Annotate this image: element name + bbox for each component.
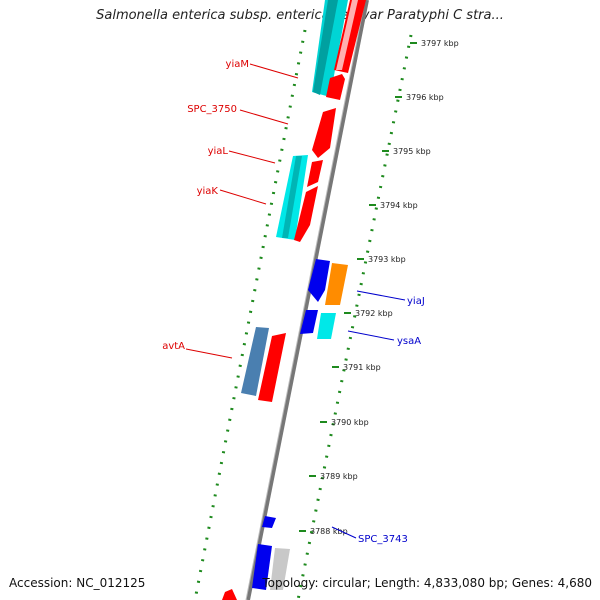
gene-label-yiak[interactable]: yiaK (197, 186, 219, 197)
tick-label: 3791 kbp (343, 363, 381, 372)
gene-label-yiam[interactable]: yiaM (226, 59, 249, 70)
gene-cds-red-arrow[interactable] (326, 74, 345, 100)
tick-label: 3794 kbp (380, 201, 418, 210)
tick-label: 3789 kbp (320, 472, 358, 481)
gene-cds-red-light[interactable] (336, 0, 358, 70)
gene-cds-ysaA-cyan[interactable] (317, 313, 336, 339)
tick-label: 3797 kbp (421, 39, 459, 48)
gene-label-ysaa[interactable]: ysaA (397, 336, 421, 347)
tick-labels: 3797 kbp 3796 kbp 3795 kbp 3794 kbp 3793 kbp… (299, 39, 459, 536)
gene-cds-yiaJ-orange[interactable] (325, 263, 348, 305)
map-title: Salmonella enterica subsp. enterica sero… (96, 8, 504, 23)
genome-backbone (246, 0, 369, 600)
tick-label: 3788 kbp (310, 527, 348, 536)
gene-label-spc-3743[interactable]: SPC_3743 (358, 534, 408, 545)
gene-label-spc-3750[interactable]: SPC_3750 (187, 104, 237, 115)
gene-cds-yiaK-red[interactable] (294, 186, 318, 242)
gene-cds-spc3743-blue[interactable] (252, 544, 272, 590)
tick-label: 3790 kbp (331, 418, 369, 427)
tick-label: 3792 kbp (355, 309, 393, 318)
genome-stats: Topology: circular; Length: 4,833,080 bp… (262, 576, 592, 590)
tick-label: 3796 kbp (406, 93, 444, 102)
gene-cds-bottom-red[interactable] (222, 589, 237, 600)
tick-label: 3795 kbp (393, 147, 431, 156)
gene-cds-yiaL[interactable] (307, 160, 323, 187)
gene-features[interactable] (222, 0, 366, 600)
left-dotted-track (193, 29, 307, 600)
gene-label-avta[interactable]: avtA (162, 341, 185, 352)
accession-text: Accession: NC_012125 (9, 576, 146, 590)
gene-label-yiaj[interactable]: yiaJ (407, 296, 425, 307)
gene-cds-avtA-red[interactable] (258, 333, 286, 402)
label-leaders (185, 63, 406, 539)
gene-labels: yiaM SPC_3750 yiaL yiaK avtA yiaJ ysaA SPC_3743 (162, 59, 425, 545)
genome-backbone-highlight (245, 0, 366, 600)
gene-label-yial[interactable]: yiaL (208, 146, 229, 157)
tick-label: 3793 kbp (368, 255, 406, 264)
gene-cds-ysaA-blue[interactable] (300, 310, 318, 334)
gene-cds-spc3743-grey[interactable] (270, 548, 290, 590)
gene-cds-yiaK-cyan-shade[interactable] (282, 156, 302, 238)
gene-cds-spc3743-small[interactable] (262, 516, 276, 528)
gene-cds-cyan-shade[interactable] (313, 0, 338, 95)
gene-cds-spc3750[interactable] (312, 108, 336, 158)
gene-cds-yiaJ-blue[interactable] (308, 259, 330, 302)
gene-cds-avtA-steel[interactable] (241, 327, 269, 396)
